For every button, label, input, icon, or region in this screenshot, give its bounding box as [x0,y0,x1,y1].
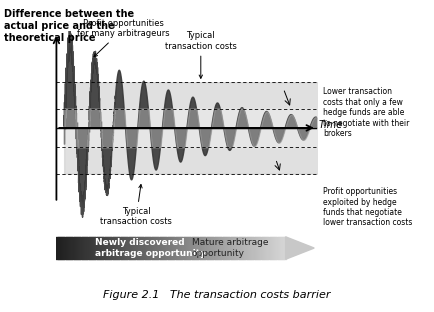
Text: Typical
transaction costs: Typical transaction costs [100,184,172,227]
Text: Profit opportunities
exploited by hedge
funds that negotiate
lower transaction c: Profit opportunities exploited by hedge … [323,187,413,227]
Text: Lower transaction
costs that only a few
hedge funds are able
to negotiate with t: Lower transaction costs that only a few … [323,87,410,138]
Text: Mature arbitrage
opportunity: Mature arbitrage opportunity [192,238,268,258]
Text: Time: Time [318,120,342,130]
Text: Newly discovered
arbitrage opportunity: Newly discovered arbitrage opportunity [95,238,207,258]
Text: Typical
transaction costs: Typical transaction costs [165,31,237,78]
Text: Figure 2.1   The transaction costs barrier: Figure 2.1 The transaction costs barrier [103,290,331,300]
Text: Difference between the
actual price and the
theoretical price: Difference between the actual price and … [4,9,135,42]
Text: Profit opportunities
for many arbitrageurs: Profit opportunities for many arbitrageu… [77,19,170,57]
Polygon shape [286,237,314,259]
